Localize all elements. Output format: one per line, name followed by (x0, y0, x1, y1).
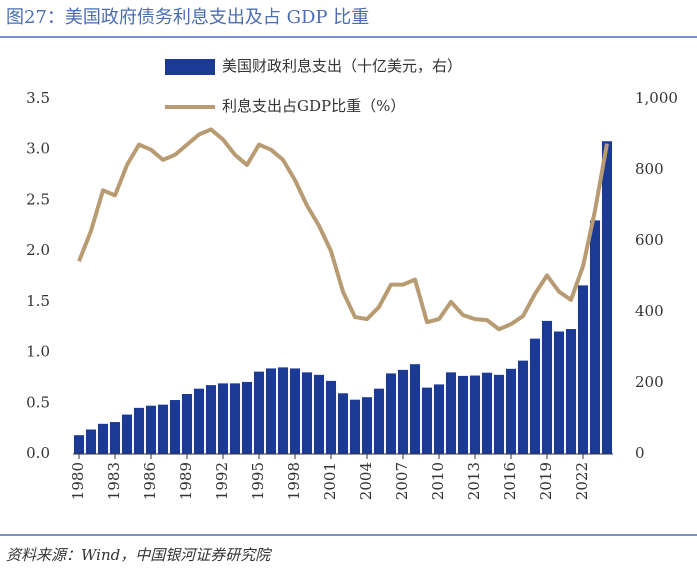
bar (85, 429, 97, 454)
bar (133, 407, 145, 454)
legend-label: 利息支出占GDP比重（%） (222, 97, 405, 115)
line (77, 127, 609, 332)
chart-title: 图27：美国政府债务利息支出及占 GDP 比重 (6, 7, 369, 28)
y-tick-label: 2.0 (26, 241, 50, 259)
bar (481, 372, 493, 454)
x-tick-label: 2007 (393, 462, 411, 500)
y-tick-label: 3.0 (26, 140, 50, 158)
bar (145, 405, 157, 454)
bar (241, 381, 253, 454)
bar (421, 387, 433, 454)
bar (397, 369, 409, 454)
bar (277, 367, 289, 454)
bar (265, 368, 277, 454)
bar (409, 364, 421, 454)
y2-tick-label: 600 (635, 231, 664, 249)
y2-tick-label: 200 (635, 373, 664, 391)
bar (97, 423, 109, 454)
bar (589, 220, 601, 454)
y2-tick-label: 0 (635, 444, 645, 462)
bar (469, 375, 481, 454)
y-tick-label: 3.5 (26, 89, 50, 107)
bar (385, 373, 397, 454)
x-tick-label: 2004 (357, 462, 375, 500)
bar (121, 414, 133, 454)
bar (229, 383, 241, 454)
x-tick-label: 2022 (573, 462, 591, 500)
bar (553, 331, 565, 454)
bar (361, 397, 373, 454)
x-tick-label: 1992 (213, 462, 231, 500)
bar (577, 285, 589, 454)
bar (337, 393, 349, 454)
x-tick-label: 1983 (105, 462, 123, 500)
bar (517, 360, 529, 454)
bar (181, 394, 193, 454)
x-tick-label: 1989 (177, 462, 195, 500)
y2-tick-label: 400 (635, 302, 664, 320)
bar (349, 399, 361, 454)
y-tick-label: 0.0 (26, 444, 50, 462)
y-tick-label: 1.5 (26, 292, 50, 310)
x-tick-label: 1995 (249, 462, 267, 500)
bar (373, 388, 385, 454)
y-tick-label: 1.0 (26, 343, 50, 361)
bar (205, 385, 217, 454)
bar (109, 422, 121, 454)
y-tick-label: 2.5 (26, 190, 50, 208)
x-tick-label: 2016 (501, 462, 519, 500)
bar (565, 329, 577, 454)
bar (217, 383, 229, 454)
bar (541, 320, 553, 454)
y-tick-label: 0.5 (26, 393, 50, 411)
legend-label: 美国财政利息支出（十亿美元，右） (222, 57, 462, 75)
bar (457, 375, 469, 454)
bar (157, 404, 169, 454)
bar (445, 372, 457, 454)
bar (301, 372, 313, 454)
x-tick-label: 2001 (321, 462, 339, 500)
x-tick-label: 2019 (537, 462, 555, 500)
x-tick-label: 1980 (69, 462, 87, 500)
bar (313, 374, 325, 454)
bar (73, 435, 85, 454)
bar (289, 368, 301, 454)
bar (493, 374, 505, 454)
bar (601, 141, 613, 454)
bar (505, 368, 517, 454)
source: 资料来源：Wind，中国银河证券研究院 (6, 546, 272, 564)
x-tick-label: 2010 (429, 462, 447, 500)
bar (193, 388, 205, 454)
bar (325, 380, 337, 454)
y2-tick-label: 1,000 (635, 89, 678, 107)
bar (169, 400, 181, 454)
x-tick-label: 1986 (141, 462, 159, 500)
bar (253, 371, 265, 454)
bar (529, 338, 541, 454)
bar (433, 384, 445, 454)
x-tick-label: 1998 (285, 462, 303, 500)
x-tick-label: 2013 (465, 462, 483, 500)
y2-tick-label: 800 (635, 160, 664, 178)
legend-swatch (165, 59, 215, 75)
